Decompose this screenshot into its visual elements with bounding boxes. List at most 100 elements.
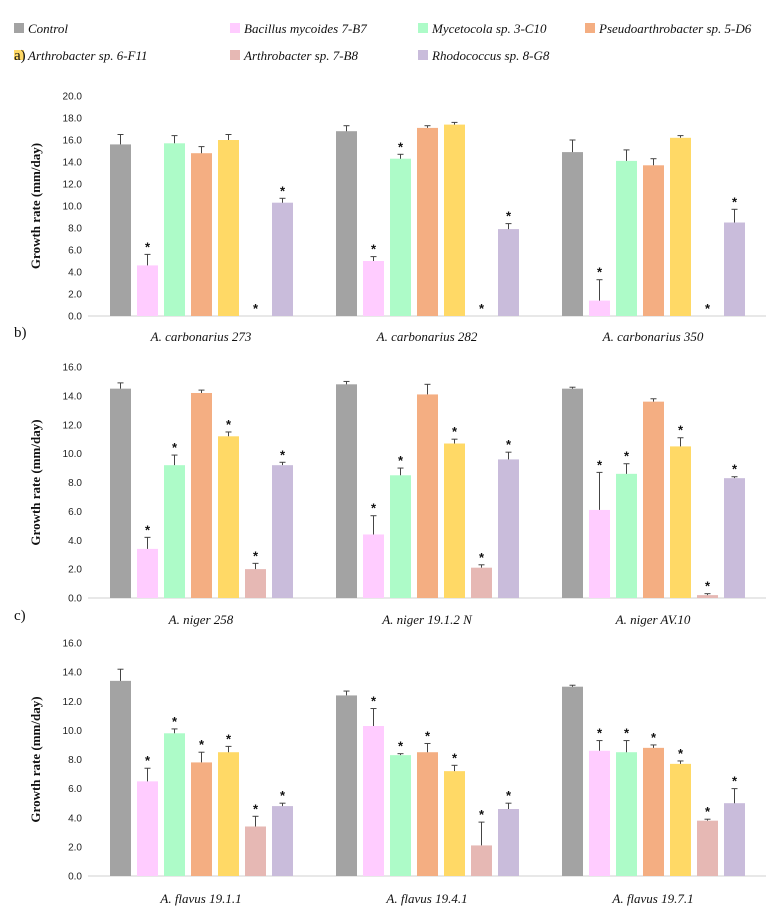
legend-entry-pseudoarthrobacter-sp-5-d6: Pseudoarthrobacter sp. 5-D6 — [585, 21, 752, 36]
legend-label: Bacillus mycoides 7-B7 — [244, 21, 367, 36]
legend-entry-control: Control — [14, 21, 68, 36]
panel-b: b) Growth rate (mm/day) 0.0 2.0 4.0 6.0 8.0 10.… — [14, 325, 766, 627]
bar — [137, 265, 158, 316]
bar — [589, 750, 610, 876]
legend-entry-rhodococcus-sp-8-g8: Rhodococcus sp. 8-G8 — [418, 48, 550, 63]
bar — [670, 446, 691, 598]
legend-entry-arthrobacter-sp-7-b8: Arthrobacter sp. 7-B8 — [230, 48, 358, 63]
category-label: A. flavus 19.4.1 — [385, 891, 467, 906]
bar — [390, 755, 411, 876]
bar — [444, 124, 465, 316]
y-axis-label: Growth rate (mm/day) — [28, 419, 43, 545]
significance-marker: * — [705, 804, 711, 819]
bar — [363, 726, 384, 876]
bar — [191, 392, 212, 598]
significance-marker: * — [398, 739, 404, 754]
significance-marker: * — [678, 423, 684, 438]
significance-marker: * — [226, 731, 232, 746]
y-tick-label: 2.0 — [68, 290, 82, 301]
significance-marker: * — [371, 501, 377, 516]
y-tick-label: 12.0 — [63, 697, 83, 708]
bar — [697, 820, 718, 876]
category-label: A. carbonarius 282 — [376, 329, 478, 344]
bar — [272, 202, 293, 316]
bar — [417, 127, 438, 317]
bar — [164, 143, 185, 316]
bar — [562, 686, 583, 876]
bar — [498, 229, 519, 316]
y-tick-label: 0.0 — [68, 872, 82, 883]
y-tick-label: 16.0 — [63, 363, 83, 374]
bar — [498, 459, 519, 598]
legend-label: Arthrobacter sp. 7-B8 — [243, 48, 358, 63]
significance-marker: * — [280, 788, 286, 803]
significance-marker: * — [172, 440, 178, 455]
significance-marker: * — [199, 737, 205, 752]
significance-marker: * — [651, 730, 657, 745]
y-tick-label: 6.0 — [68, 507, 82, 518]
bar — [137, 781, 158, 876]
bar — [417, 394, 438, 598]
panel-a: a) Growth rate (mm/day) 0.0 2.0 4.0 6.0 8.0 10.… — [14, 48, 766, 344]
bar — [110, 388, 131, 598]
significance-marker: * — [172, 714, 178, 729]
significance-marker: * — [452, 750, 458, 765]
bar — [191, 153, 212, 316]
category-label: A. flavus 19.7.1 — [611, 891, 693, 906]
significance-marker: * — [705, 301, 711, 316]
significance-marker: * — [398, 139, 404, 154]
bar — [444, 443, 465, 598]
category-label: A. niger 258 — [168, 612, 234, 627]
legend-swatch — [14, 23, 24, 33]
y-tick-label: 12.0 — [63, 180, 83, 191]
panel-label: a) — [14, 48, 26, 64]
category-label: A. niger AV.10 — [615, 612, 691, 627]
bar — [336, 695, 357, 876]
legend-swatch — [418, 50, 428, 60]
bar — [471, 845, 492, 876]
y-tick-label: 10.0 — [63, 449, 83, 460]
significance-marker: * — [597, 265, 603, 280]
legend-label: Control — [28, 21, 68, 36]
legend-swatch — [418, 23, 428, 33]
legend-swatch — [585, 23, 595, 33]
y-tick-label: 14.0 — [63, 391, 83, 402]
bar — [363, 261, 384, 316]
legend-label: Arthrobacter sp. 6-F11 — [27, 48, 148, 63]
significance-marker: * — [506, 209, 512, 224]
bar — [336, 384, 357, 598]
bar — [363, 534, 384, 598]
y-axis-label: Growth rate (mm/day) — [28, 143, 43, 269]
category-label: A. carbonarius 350 — [602, 329, 704, 344]
y-tick-label: 4.0 — [68, 536, 82, 547]
legend-entry-bacillus-mycoides-7-b7: Bacillus mycoides 7-B7 — [230, 21, 367, 36]
legend-label: Pseudoarthrobacter sp. 5-D6 — [598, 21, 752, 36]
bar — [589, 509, 610, 598]
bar — [272, 465, 293, 598]
significance-marker: * — [253, 301, 259, 316]
legend-entry-arthrobacter-sp-6-f11: Arthrobacter sp. 6-F11 — [14, 48, 148, 63]
bar — [245, 569, 266, 598]
y-tick-label: 0.0 — [68, 312, 82, 323]
significance-marker: * — [371, 242, 377, 257]
y-tick-label: 20.0 — [63, 92, 83, 103]
significance-marker: * — [732, 462, 738, 477]
category-label: A. niger 19.1.2 N — [381, 612, 473, 627]
significance-marker: * — [280, 447, 286, 462]
bar — [417, 752, 438, 876]
y-tick-label: 0.0 — [68, 594, 82, 605]
significance-marker: * — [732, 194, 738, 209]
bar — [390, 475, 411, 598]
category-label: A. carbonarius 273 — [150, 329, 252, 344]
bar — [218, 752, 239, 876]
y-tick-label: 2.0 — [68, 842, 82, 853]
significance-marker: * — [371, 694, 377, 709]
bar — [390, 158, 411, 316]
bar — [164, 465, 185, 598]
bar — [616, 473, 637, 598]
bar — [110, 144, 131, 316]
y-tick-label: 14.0 — [63, 668, 83, 679]
significance-marker: * — [479, 550, 485, 565]
y-tick-label: 18.0 — [63, 114, 83, 125]
